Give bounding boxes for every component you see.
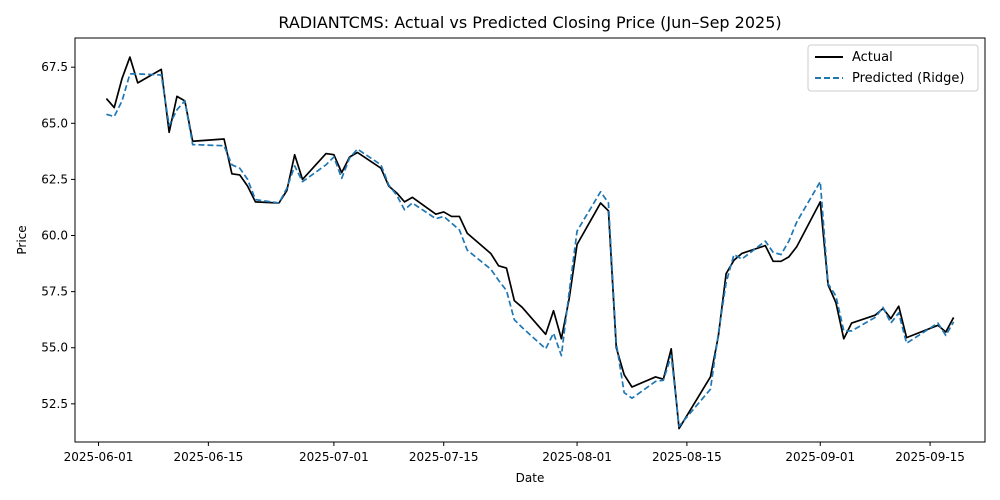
y-tick-label: 55.0 bbox=[41, 341, 68, 355]
chart-title: RADIANTCMS: Actual vs Predicted Closing … bbox=[278, 13, 781, 32]
series-line-actual bbox=[105, 56, 955, 430]
x-tick-label: 2025-08-01 bbox=[542, 450, 612, 464]
legend-label-actual: Actual bbox=[852, 50, 893, 65]
y-tick-label: 60.0 bbox=[41, 229, 68, 243]
plot-frame bbox=[74, 37, 986, 443]
x-axis-label: Date bbox=[516, 471, 545, 485]
legend-box bbox=[807, 44, 979, 92]
legend-label-predicted: Predicted (Ridge) bbox=[852, 71, 964, 86]
x-tick-label: 2025-07-15 bbox=[409, 450, 479, 464]
x-axis: 2025-06-01 2025-06-15 2025-07-01 2025-07-15… bbox=[64, 442, 965, 464]
plot-area bbox=[74, 37, 986, 443]
y-tick-label: 65.0 bbox=[41, 116, 68, 130]
x-tick-label: 2025-09-01 bbox=[785, 450, 855, 464]
legend: Actual Predicted (Ridge) bbox=[807, 44, 979, 92]
y-axis: 52.5 55.0 57.5 60.0 62.5 65.0 67.5 bbox=[41, 60, 75, 411]
y-axis-label: Price bbox=[15, 225, 29, 254]
y-tick-label: 67.5 bbox=[41, 60, 68, 74]
y-tick-label: 52.5 bbox=[41, 397, 68, 411]
x-tick-label: 2025-09-15 bbox=[895, 450, 965, 464]
x-tick-label: 2025-06-01 bbox=[64, 450, 134, 464]
x-tick-label: 2025-06-15 bbox=[173, 450, 243, 464]
x-tick-label: 2025-08-15 bbox=[652, 450, 722, 464]
y-tick-label: 62.5 bbox=[41, 172, 68, 186]
series-layer bbox=[105, 56, 955, 430]
y-tick-label: 57.5 bbox=[41, 285, 68, 299]
x-tick-label: 2025-07-01 bbox=[299, 450, 369, 464]
series-line-predicted bbox=[106, 73, 955, 428]
